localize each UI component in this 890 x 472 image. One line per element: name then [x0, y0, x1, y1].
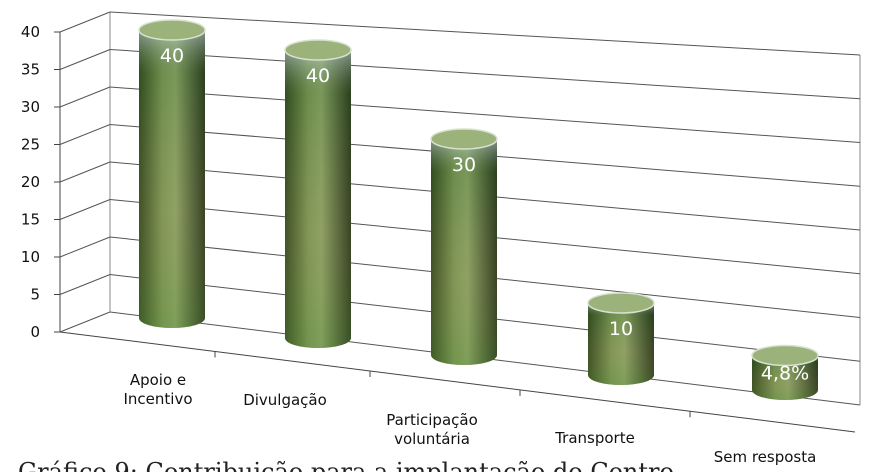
bar-shade [431, 139, 497, 365]
y-tick-label: 0 [30, 323, 40, 341]
grid-line [59, 274, 111, 295]
x-tick-label: Divulgação [243, 391, 327, 409]
grid-line [59, 49, 111, 70]
grid-line [59, 161, 111, 183]
bar [138, 19, 206, 328]
grid-line [109, 11, 861, 56]
bar-top [430, 128, 498, 150]
bar-top [751, 344, 819, 367]
bar [751, 344, 819, 400]
floor-edge [59, 331, 856, 433]
bar [430, 128, 498, 365]
grid-line [59, 311, 111, 333]
grid-line [59, 236, 111, 258]
grid-line [109, 86, 861, 143]
x-tick-label: Sem resposta [714, 448, 817, 466]
bar-shade [588, 303, 654, 385]
grid-line [109, 49, 861, 100]
data-label: 4,8% [761, 362, 809, 384]
caption: Gráfico 9: Contribuição para a implantaç… [18, 458, 674, 472]
x-tick-label: voluntária [394, 430, 470, 448]
y-tick-label: 20 [21, 173, 40, 191]
bar [284, 39, 352, 348]
bar-shade [752, 355, 818, 400]
data-label: 30 [452, 154, 476, 176]
bar-shade [139, 30, 205, 328]
x-tick-label: Transporte [554, 429, 635, 447]
y-tick-label: 35 [21, 61, 40, 79]
x-tick-label: Apoio e [130, 371, 186, 389]
grid-line [59, 124, 111, 145]
grid-line [59, 86, 111, 108]
y-tick-label: 5 [30, 286, 40, 304]
data-label: 10 [609, 318, 633, 340]
y-tick-label: 10 [21, 248, 40, 266]
grid-line [59, 11, 111, 33]
y-tick-label: 25 [21, 136, 40, 154]
data-label: 40 [160, 45, 184, 67]
x-tick-label: Participação [386, 411, 478, 429]
y-tick-label: 30 [21, 98, 40, 116]
grid-line [59, 199, 111, 220]
y-tick-label: 40 [21, 23, 40, 41]
bar-top [138, 19, 206, 41]
x-tick-label: Incentivo [123, 390, 192, 408]
data-label: 40 [306, 65, 330, 87]
bar-top [284, 39, 352, 61]
bar-shade [285, 50, 351, 348]
y-tick-label: 15 [21, 211, 40, 229]
bar [587, 292, 655, 385]
bar-top [587, 292, 655, 314]
